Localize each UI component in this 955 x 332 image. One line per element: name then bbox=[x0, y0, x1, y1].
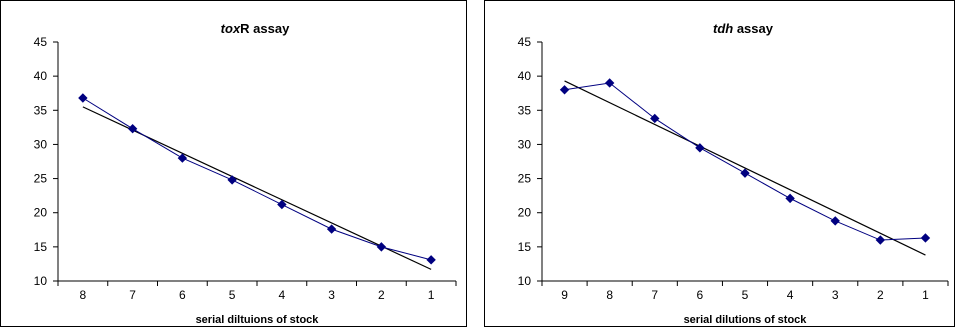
data-point bbox=[78, 93, 88, 103]
data-point bbox=[875, 235, 886, 245]
y-tick-label: 20 bbox=[34, 206, 48, 220]
y-tick-label: 35 bbox=[518, 103, 532, 117]
chart-title-rest: assay bbox=[733, 21, 774, 36]
data-point bbox=[604, 78, 615, 88]
toxr-assay-chart: toxR assay 10 15 20 25 30 35 40 45 8 7 6 5 4 3 2 1 serial… bbox=[0, 0, 467, 327]
tdh-assay-chart: tdh assay 10 15 20 25 30 35 40 45 9 8 7 6 5 4 3 2 1 serial… bbox=[484, 0, 955, 327]
data-point bbox=[277, 199, 287, 210]
x-tick-label: 6 bbox=[697, 288, 704, 302]
chart-svg: toxR assay 10 15 20 25 30 35 40 45 8 7 6 5 4 3 2 1 serial… bbox=[0, 0, 467, 327]
chart-border bbox=[484, 0, 955, 327]
x-tick-label: 3 bbox=[832, 288, 839, 302]
data-point bbox=[920, 233, 931, 243]
y-tick-label: 10 bbox=[34, 274, 48, 288]
y-tick-label: 15 bbox=[518, 240, 532, 254]
x-tick-label: 4 bbox=[787, 288, 794, 302]
data-point bbox=[177, 153, 188, 163]
data-point bbox=[740, 168, 750, 178]
x-tick-label: 3 bbox=[328, 288, 335, 302]
y-tick-label: 20 bbox=[518, 206, 532, 220]
data-point bbox=[650, 113, 660, 124]
data-point bbox=[426, 255, 436, 265]
x-tick-label: 8 bbox=[80, 288, 87, 302]
x-tick-label: 5 bbox=[229, 288, 236, 302]
y-tick-label: 30 bbox=[518, 137, 532, 151]
y-tick-label: 15 bbox=[34, 240, 48, 254]
x-tick-label: 6 bbox=[179, 288, 186, 302]
chart-title: tdh assay bbox=[713, 21, 774, 36]
data-point bbox=[127, 124, 138, 134]
data-point bbox=[376, 242, 387, 252]
data-point bbox=[227, 175, 237, 185]
data-point bbox=[326, 224, 337, 234]
chart-title: toxR assay bbox=[221, 21, 290, 36]
x-tick-label: 7 bbox=[651, 288, 658, 302]
x-tick-label: 2 bbox=[378, 288, 385, 302]
data-point bbox=[559, 85, 570, 95]
x-tick-label: 7 bbox=[129, 288, 136, 302]
y-tick-label: 45 bbox=[518, 35, 532, 49]
y-tick-label: 10 bbox=[518, 274, 532, 288]
data-point bbox=[785, 193, 795, 204]
series-line bbox=[82, 97, 432, 261]
chart-title-italic: tox bbox=[221, 21, 241, 36]
trendline bbox=[564, 80, 926, 256]
y-tick-label: 40 bbox=[518, 69, 532, 83]
x-tick-label: 5 bbox=[742, 288, 749, 302]
x-axis-label: serial dilutions of stock bbox=[684, 314, 808, 326]
x-tick-label: 2 bbox=[877, 288, 884, 302]
y-tick-label: 35 bbox=[34, 103, 48, 117]
data-point bbox=[830, 216, 840, 226]
chart-title-italic: tdh bbox=[713, 21, 733, 36]
chart-border bbox=[0, 0, 467, 327]
y-tick-label: 30 bbox=[34, 137, 48, 151]
x-tick-label: 4 bbox=[279, 288, 286, 302]
y-tick-label: 45 bbox=[34, 35, 48, 49]
chart-title-rest: R assay bbox=[240, 21, 290, 36]
x-tick-label: 1 bbox=[428, 288, 435, 302]
x-tick-label: 8 bbox=[606, 288, 613, 302]
chart-svg: tdh assay 10 15 20 25 30 35 40 45 9 8 7 6 5 4 3 2 1 serial… bbox=[484, 0, 955, 327]
x-tick-label: 9 bbox=[561, 288, 568, 302]
y-tick-label: 25 bbox=[518, 172, 532, 186]
x-tick-label: 1 bbox=[922, 288, 929, 302]
data-point bbox=[695, 143, 705, 153]
y-tick-label: 25 bbox=[34, 172, 48, 186]
x-axis-label: serial diltuions of stock bbox=[196, 314, 320, 326]
y-tick-label: 40 bbox=[34, 69, 48, 83]
